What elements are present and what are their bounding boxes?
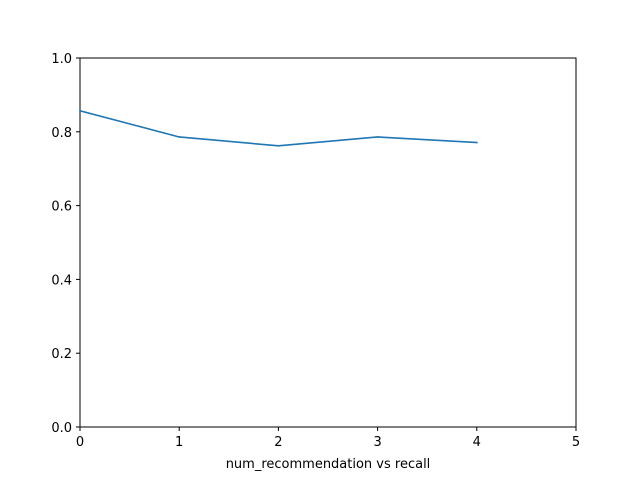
y-tick-label: 0.2 xyxy=(51,347,72,362)
x-tick-label: 0 xyxy=(76,435,84,450)
data-point xyxy=(277,145,280,147)
plot-frame xyxy=(79,57,577,428)
data-point xyxy=(376,136,379,138)
x-tick-label: 5 xyxy=(572,435,580,450)
y-tick-label: 0.0 xyxy=(51,421,72,436)
y-tick-label: 0.6 xyxy=(51,200,72,215)
data-point xyxy=(79,109,81,112)
x-tick-label: 1 xyxy=(175,435,183,450)
y-tick-label: 1.0 xyxy=(51,52,72,67)
x-axis: 0 1 2 3 4 5 xyxy=(76,427,580,450)
series-line-0 xyxy=(79,109,478,147)
y-tick-label: 0.8 xyxy=(51,126,72,141)
series-layer xyxy=(79,109,478,147)
x-tick-label: 3 xyxy=(373,435,381,450)
x-tick-label: 4 xyxy=(473,435,481,450)
y-tick-label: 0.4 xyxy=(51,273,72,288)
y-axis: 0.0 0.2 0.4 0.6 0.8 1.0 xyxy=(51,52,80,436)
data-point xyxy=(178,136,180,138)
x-tick-label: 2 xyxy=(274,435,282,450)
x-axis-label: num_recommendation vs recall xyxy=(226,457,431,472)
data-point xyxy=(476,141,478,144)
